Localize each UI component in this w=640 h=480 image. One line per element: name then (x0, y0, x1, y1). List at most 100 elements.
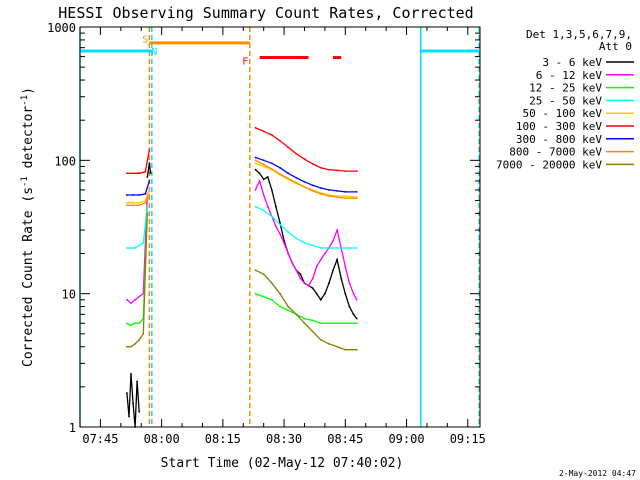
data-point-0-2-22 (344, 292, 347, 295)
data-point-0-0-2 (130, 373, 132, 375)
data-point-0-2-20 (336, 258, 339, 261)
data-point-5-1-2 (270, 134, 273, 136)
data-point-8-1-3 (279, 292, 281, 295)
data-point-1-0-2 (134, 298, 137, 301)
data-point-5-0-2 (138, 172, 141, 175)
data-point-5-1-4 (287, 146, 290, 149)
data-point-7-1-7 (311, 189, 314, 192)
data-point-1-1-19 (332, 239, 334, 242)
series-line-3-0 (126, 206, 148, 249)
data-point-0-2-3 (266, 176, 269, 178)
legend-label-4: 50 - 100 keV (523, 107, 603, 120)
data-point-5-0-0 (126, 172, 128, 175)
data-point-2-1-2 (270, 298, 273, 301)
data-point-7-1-1 (262, 163, 265, 166)
data-point-1-1-22 (344, 265, 347, 268)
data-point-5-1-7 (311, 163, 314, 165)
data-point-1-1-6 (279, 233, 281, 235)
data-point-0-0-3 (132, 402, 134, 405)
data-point-0-2-25 (355, 317, 358, 320)
series-8 (126, 212, 358, 351)
data-point-5-1-5 (295, 152, 298, 155)
data-point-3-0-4 (142, 242, 145, 244)
data-point-7-1-11 (344, 197, 347, 200)
data-point-1-1-7 (283, 242, 285, 244)
data-point-4-0-2 (138, 201, 141, 204)
data-point-0-0-6 (138, 410, 141, 413)
data-point-2-1-1 (262, 295, 265, 298)
data-point-0-2-18 (328, 282, 330, 285)
data-point-4-1-1 (262, 165, 265, 168)
data-point-1-1-24 (352, 292, 355, 295)
legend-label-2: 12 - 25 keV (529, 82, 602, 95)
data-point-1-1-20 (336, 229, 339, 231)
data-point-7-1-4 (287, 177, 290, 180)
data-point-8-1-0 (254, 269, 257, 272)
legend-label-0: 3 - 6 keV (542, 56, 602, 69)
data-point-0-2-17 (323, 292, 326, 295)
data-point-7-0-2 (138, 204, 141, 207)
data-point-8-1-6 (303, 322, 306, 325)
data-point-1-1-10 (295, 269, 298, 272)
data-point-2-1-10 (336, 322, 339, 325)
data-point-5-1-9 (328, 168, 330, 171)
data-point-8-1-12 (355, 348, 358, 351)
series-1 (126, 179, 358, 304)
data-point-6-1-11 (344, 190, 347, 193)
x-axis: 07:45 08:00 08:15 08:30 08:45 09:00 09:15 (82, 27, 486, 446)
flag-label-f: F (242, 57, 248, 68)
data-point-8-1-1 (262, 273, 265, 276)
legend-label-1: 6 - 12 keV (536, 69, 603, 82)
data-point-2-0-3 (138, 322, 141, 325)
data-point-8-1-4 (287, 305, 290, 308)
data-point-3-1-0 (254, 205, 257, 208)
data-point-6-1-0 (254, 156, 257, 159)
data-point-7-1-2 (270, 168, 273, 170)
data-point-0-2-11 (299, 273, 302, 276)
x-tick-label-3: 08:30 (266, 432, 302, 446)
data-point-7-1-6 (303, 186, 306, 188)
data-point-3-1-7 (311, 244, 314, 247)
data-point-6-1-5 (295, 176, 298, 179)
data-point-3-1-10 (336, 247, 339, 249)
data-point-1-0-0 (126, 298, 128, 301)
data-point-6-1-7 (311, 184, 314, 187)
data-point-3-0-2 (134, 247, 137, 249)
data-point-3-1-4 (287, 231, 290, 233)
data-point-0-0-5 (136, 380, 139, 383)
x-tick-label-6: 09:15 (450, 432, 486, 446)
data-point-6-1-8 (319, 187, 322, 189)
data-point-5-1-6 (303, 158, 306, 161)
data-point-2-1-12 (355, 322, 358, 325)
data-point-0-2-19 (332, 269, 334, 272)
plot-area: SN F (79, 27, 480, 428)
y-axis: 1 10 100 1000 (47, 21, 480, 435)
data-point-1-1-25 (355, 298, 358, 301)
data-point-1-1-0 (254, 189, 257, 191)
data-point-0-2-4 (270, 189, 273, 191)
data-point-1-1-14 (311, 277, 314, 280)
flag-label-s: S (142, 34, 148, 45)
data-point-5-1-11 (344, 170, 347, 173)
data-point-0-2-16 (319, 298, 322, 301)
data-point-6-1-4 (287, 172, 290, 175)
data-point-6-0-0 (126, 194, 128, 196)
data-point-3-1-1 (262, 209, 265, 212)
x-tick-label-1: 08:00 (144, 432, 180, 446)
data-point-3-1-8 (319, 247, 322, 249)
data-point-8-1-8 (319, 339, 322, 341)
data-point-4-1-11 (344, 195, 347, 197)
legend-label-3: 25 - 50 keV (529, 94, 602, 107)
data-point-5-1-12 (355, 170, 358, 173)
data-point-1-1-12 (303, 282, 306, 285)
data-point-1-1-11 (299, 277, 302, 280)
x-tick-label-2: 08:15 (205, 432, 241, 446)
data-point-6-0-2 (138, 194, 141, 196)
data-point-8-1-5 (295, 313, 298, 316)
data-point-3-0-3 (138, 244, 141, 247)
data-point-0-2-21 (340, 277, 343, 280)
data-point-2-1-4 (287, 309, 290, 312)
series-6 (126, 156, 358, 196)
series-0 (126, 162, 358, 428)
data-point-0-2-24 (352, 313, 355, 316)
